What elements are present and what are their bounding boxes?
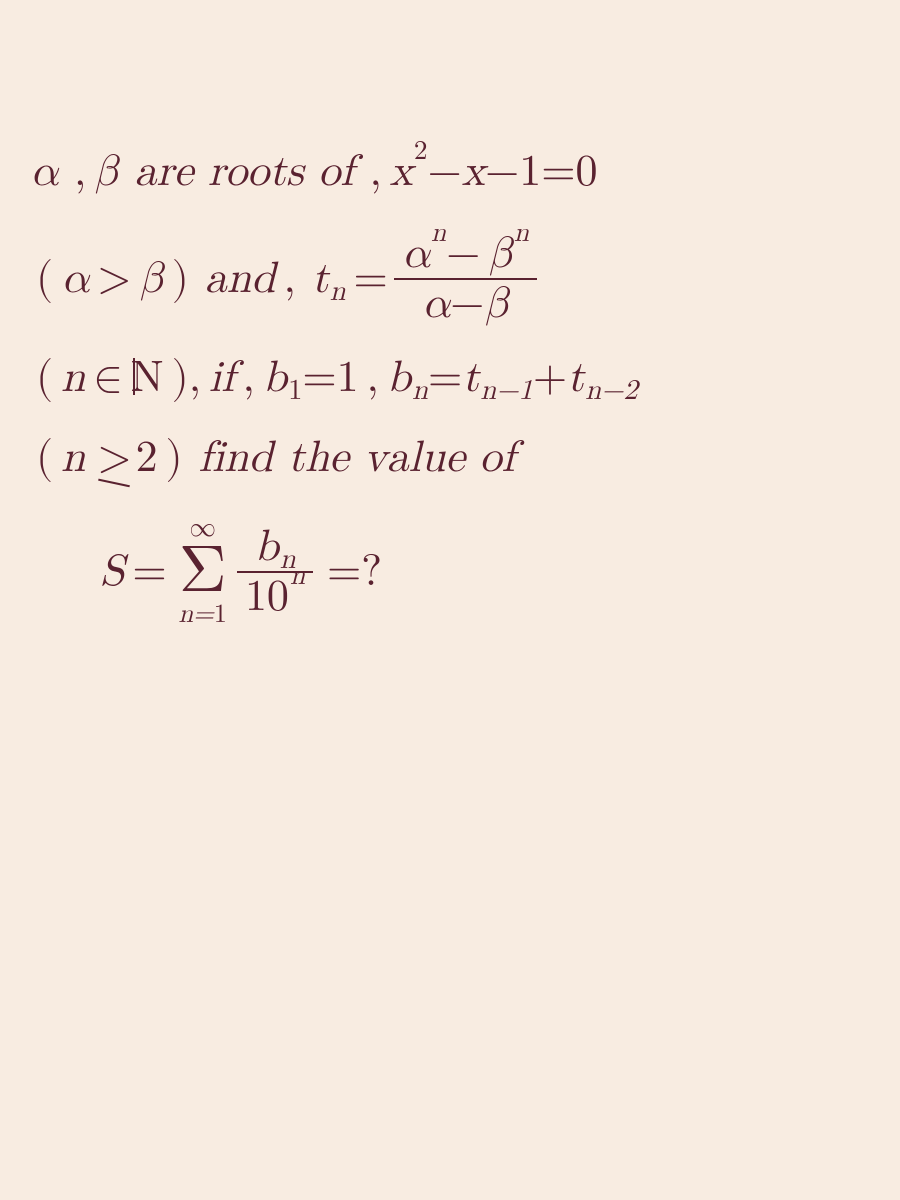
exp-n: n	[431, 220, 446, 247]
sub-n-minus-1: n−1	[480, 377, 532, 406]
exp-n: n	[514, 220, 529, 247]
lparen: (	[36, 356, 53, 400]
question-mark: ?	[361, 550, 382, 594]
sub-n-minus-2: n−2	[585, 377, 637, 406]
alpha: α	[61, 257, 89, 301]
equals: =	[302, 356, 336, 400]
comma: ,	[74, 150, 86, 194]
var-n: n	[61, 436, 85, 480]
text-if: if	[209, 356, 235, 400]
var-t: t	[567, 356, 584, 400]
sub-1: 1	[288, 377, 302, 406]
exp-n: n	[290, 563, 305, 590]
equals: =	[428, 356, 462, 400]
lparen: (	[36, 257, 53, 301]
alpha: α	[422, 282, 450, 326]
beta: β	[139, 257, 164, 301]
rparen: )	[166, 436, 183, 480]
line-5: S = ∞ Σ n=1 b n 10 n = ?	[30, 516, 880, 628]
var-t: t	[312, 257, 329, 301]
comma: ,	[370, 150, 382, 194]
equals: =	[327, 550, 361, 594]
ten: 10	[245, 575, 289, 619]
var-b: b	[387, 356, 411, 400]
line-1: α , β are roots of , x 2 − x − 1 = 0	[30, 150, 880, 194]
minus: −	[428, 150, 462, 194]
var-n: n	[61, 356, 85, 400]
natural-numbers: N	[131, 356, 164, 400]
var-b: b	[254, 525, 278, 569]
comma: ,	[242, 356, 254, 400]
rparen: )	[172, 257, 189, 301]
exp-2: 2	[414, 138, 428, 165]
beta: β	[94, 150, 119, 194]
var-x: x	[390, 150, 413, 194]
gt: >	[97, 257, 131, 301]
zero: 0	[575, 150, 597, 194]
equals: =	[132, 550, 166, 594]
alpha: α	[30, 150, 58, 194]
line-2: ( α > β ) and , t n = α n − β n α	[30, 230, 880, 328]
alpha: α	[402, 232, 430, 276]
var-b: b	[263, 356, 287, 400]
lparen: (	[36, 436, 53, 480]
minus: −	[450, 282, 484, 326]
element-of: ∈	[93, 356, 122, 400]
var-S: S	[100, 550, 124, 594]
text-are-roots-of: are roots of	[135, 150, 354, 194]
one: 1	[337, 356, 359, 400]
two: 2	[136, 436, 158, 480]
math-problem: α , β are roots of , x 2 − x − 1 = 0 ( α…	[0, 0, 900, 628]
comma: ,	[367, 356, 379, 400]
rparen: )	[172, 356, 189, 400]
plus: +	[533, 356, 567, 400]
minus: −	[485, 150, 519, 194]
sigma-sum: ∞ Σ n=1	[179, 516, 227, 628]
sub-n: n	[412, 377, 428, 406]
equals: =	[541, 150, 575, 194]
beta: β	[484, 282, 509, 326]
text-and: and	[205, 257, 276, 301]
sub-n: n	[330, 278, 346, 307]
line-3: ( n ∈ N ) , if , b 1 = 1 , b n = t n−1 +…	[30, 356, 880, 400]
fraction-tn: α n − β n α − β	[394, 230, 537, 328]
sigma-symbol: Σ	[179, 542, 227, 601]
minus: −	[446, 232, 480, 276]
var-x: x	[462, 150, 485, 194]
comma: ,	[284, 257, 296, 301]
one: 1	[519, 150, 541, 194]
geq: >	[97, 436, 131, 480]
text-find-the-value-of: find the value of	[198, 436, 515, 480]
beta: β	[488, 232, 513, 276]
sigma-lower: n=1	[179, 602, 227, 628]
comma: ,	[189, 356, 201, 400]
fraction-bn-over-10n: b n 10 n	[237, 523, 313, 621]
line-4: ( n > 2 ) find the value of	[30, 436, 880, 480]
var-t: t	[462, 356, 479, 400]
equals: =	[354, 257, 388, 301]
